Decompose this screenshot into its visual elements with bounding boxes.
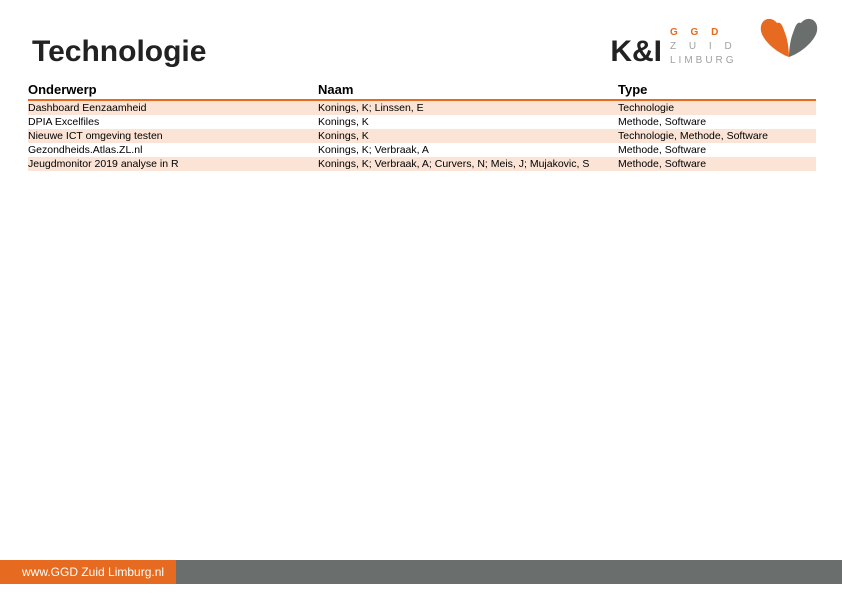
page-title-right: K&I [610, 35, 662, 77]
table-row: Jeugdmonitor 2019 analyse in R Konings, … [28, 157, 816, 171]
col-header-naam: Naam [318, 80, 618, 100]
table-row: Gezondheids.Atlas.ZL.nl Konings, K; Verb… [28, 143, 816, 157]
cell-naam: Konings, K [318, 129, 618, 143]
cell-onderwerp: Gezondheids.Atlas.ZL.nl [28, 143, 318, 157]
title-row: Technologie K&I [0, 35, 842, 77]
cell-type: Technologie [618, 100, 816, 115]
cell-onderwerp: Dashboard Eenzaamheid [28, 100, 318, 115]
footer-fill [176, 560, 842, 584]
data-table-wrap: Onderwerp Naam Type Dashboard Eenzaamhei… [28, 80, 816, 171]
cell-type: Methode, Software [618, 157, 816, 171]
col-header-onderwerp: Onderwerp [28, 80, 318, 100]
data-table: Onderwerp Naam Type Dashboard Eenzaamhei… [28, 80, 816, 171]
cell-naam: Konings, K; Linssen, E [318, 100, 618, 115]
cell-onderwerp: DPIA Excelfiles [28, 115, 318, 129]
table-row: Nieuwe ICT omgeving testen Konings, K Te… [28, 129, 816, 143]
cell-naam: Konings, K [318, 115, 618, 129]
cell-naam: Konings, K; Verbraak, A [318, 143, 618, 157]
footer-url: www.GGD Zuid Limburg.nl [0, 560, 176, 584]
table-header-row: Onderwerp Naam Type [28, 80, 816, 100]
cell-onderwerp: Nieuwe ICT omgeving testen [28, 129, 318, 143]
cell-type: Methode, Software [618, 143, 816, 157]
cell-onderwerp: Jeugdmonitor 2019 analyse in R [28, 157, 318, 171]
table-row: Dashboard Eenzaamheid Konings, K; Linsse… [28, 100, 816, 115]
page-title-left: Technologie [32, 35, 206, 77]
cell-type: Methode, Software [618, 115, 816, 129]
table-row: DPIA Excelfiles Konings, K Methode, Soft… [28, 115, 816, 129]
footer-bar: www.GGD Zuid Limburg.nl [0, 560, 842, 584]
col-header-type: Type [618, 80, 816, 100]
cell-type: Technologie, Methode, Software [618, 129, 816, 143]
cell-naam: Konings, K; Verbraak, A; Curvers, N; Mei… [318, 157, 618, 171]
